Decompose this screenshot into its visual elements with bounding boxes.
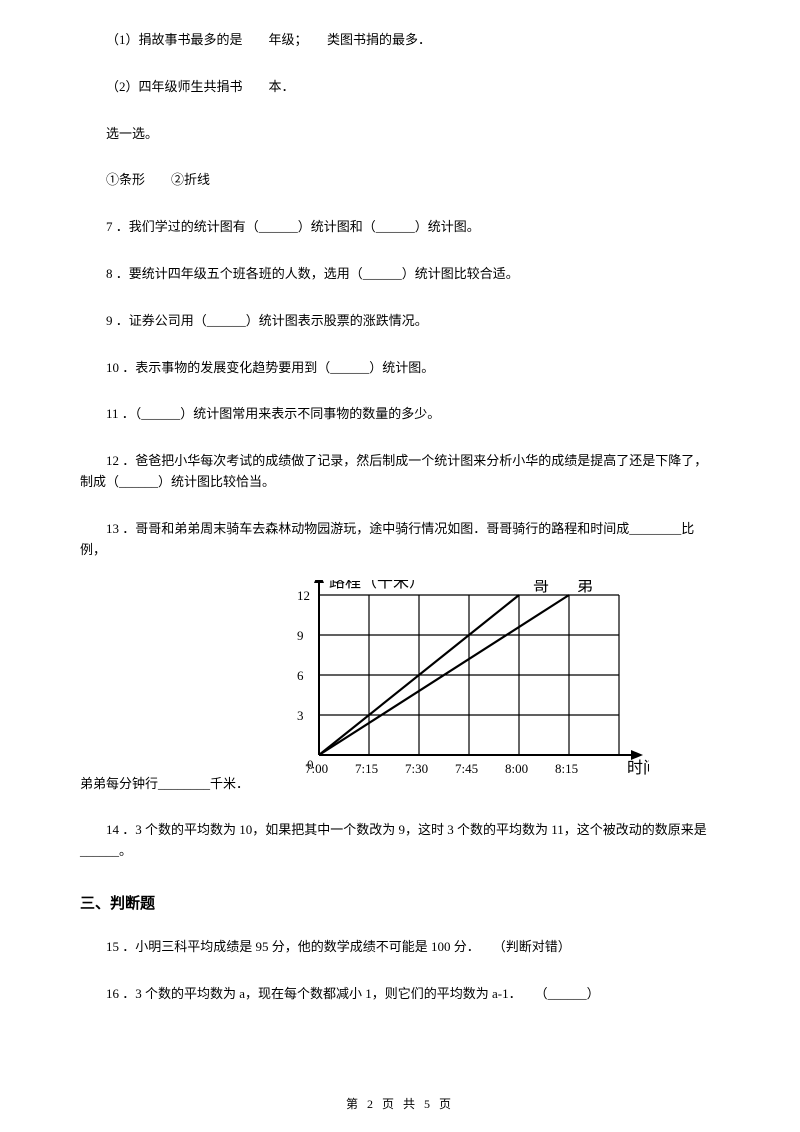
svg-text:路程（千米）: 路程（千米） (329, 580, 425, 591)
choose-title: 选一选。 (80, 124, 720, 145)
question-14: 14 ．3 个数的平均数为 10，如果把其中一个数改为 9，这时 3 个数的平均… (80, 820, 720, 862)
svg-text:12: 12 (297, 588, 310, 603)
question-10: 10 ．表示事物的发展变化趋势要用到（______）统计图。 (80, 358, 720, 379)
question-sub-2: （2）四年级师生共捐书 本． (80, 77, 720, 98)
question-13a: 13 ．哥哥和弟弟周末骑车去森林动物园游玩，途中骑行情况如图．哥哥骑行的路程和时… (80, 519, 720, 561)
line-chart: 路程（千米）时间0369127:007:157:307:458:008:15哥弟 (269, 580, 649, 794)
svg-text:6: 6 (297, 668, 304, 683)
svg-text:8:15: 8:15 (555, 761, 578, 776)
section-3-title: 三、判断题 (80, 892, 720, 913)
svg-text:弟: 弟 (577, 580, 593, 595)
svg-text:哥: 哥 (533, 580, 549, 595)
page-footer: 第 2 页 共 5 页 (0, 1095, 800, 1112)
question-16: 16 ．3 个数的平均数为 a，现在每个数都减小 1，则它们的平均数为 a-1．… (80, 984, 720, 1005)
svg-text:时间: 时间 (627, 759, 649, 777)
svg-text:7:45: 7:45 (455, 761, 478, 776)
question-sub-1: （1）捐故事书最多的是 年级； 类图书捐的最多． (80, 30, 720, 51)
svg-text:9: 9 (297, 628, 304, 643)
chart-svg: 路程（千米）时间0369127:007:157:307:458:008:15哥弟 (269, 580, 649, 790)
question-8: 8 ．要统计四年级五个班各班的人数，选用（______）统计图比较合适。 (80, 264, 720, 285)
question-11: 11 ．（______）统计图常用来表示不同事物的数量的多少。 (80, 404, 720, 425)
question-15: 15 ．小明三科平均成绩是 95 分，他的数学成绩不可能是 100 分． （判断… (80, 937, 720, 958)
question-12: 12 ．爸爸把小华每次考试的成绩做了记录，然后制成一个统计图来分析小华的成绩是提… (80, 451, 720, 493)
svg-text:7:15: 7:15 (355, 761, 378, 776)
choose-options: ①条形 ②折线 (80, 170, 720, 191)
question-9: 9 ．证券公司用（______）统计图表示股票的涨跌情况。 (80, 311, 720, 332)
svg-text:7:00: 7:00 (305, 761, 328, 776)
svg-text:7:30: 7:30 (405, 761, 428, 776)
question-13b: 弟弟每分钟行________千米． (80, 774, 249, 795)
chart-row: 弟弟每分钟行________千米． 路程（千米）时间0369127:007:15… (80, 580, 720, 794)
question-7: 7 ．我们学过的统计图有（______）统计图和（______）统计图。 (80, 217, 720, 238)
svg-text:8:00: 8:00 (505, 761, 528, 776)
svg-text:3: 3 (297, 708, 304, 723)
